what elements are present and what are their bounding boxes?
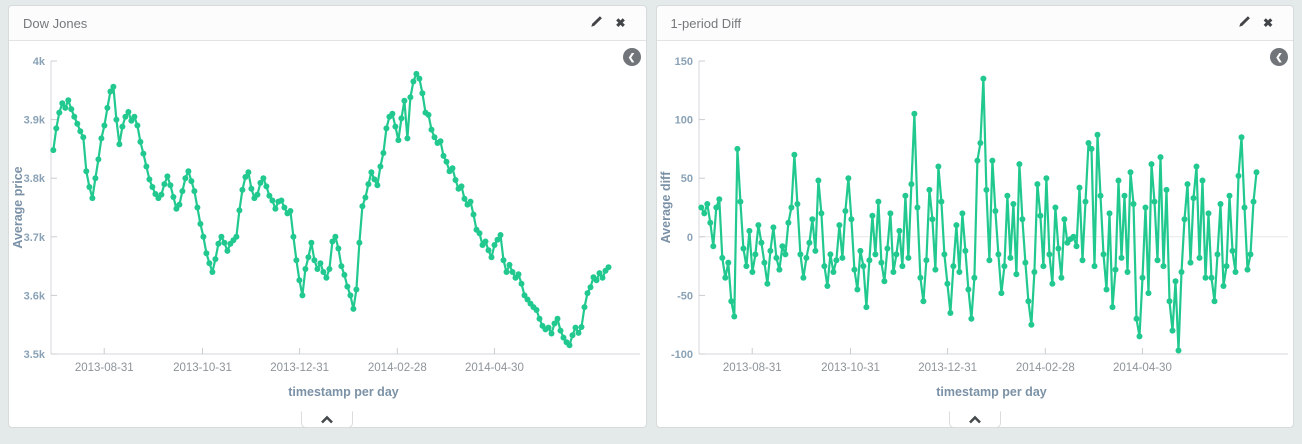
svg-text:-50: -50 [677,290,693,302]
svg-text:3.9k: 3.9k [24,115,46,127]
svg-text:Average diff: Average diff [659,171,673,244]
panel-title: 1-period Diff [670,15,742,31]
price-chart-area: 4k 3.9k 3.8k 3.7k 3.6k 3.5k 2013-08-31 2013-10-… [9,41,646,426]
svg-text:2013-10-31: 2013-10-31 [821,362,880,374]
pencil-icon [1237,15,1251,32]
svg-text:2013-12-31: 2013-12-31 [918,362,977,374]
svg-text:timestamp per day: timestamp per day [936,385,1047,399]
svg-text:2013-08-31: 2013-08-31 [722,362,781,374]
panel-title: Dow Jones [23,15,88,31]
svg-text:3.8k: 3.8k [24,173,46,185]
svg-text:150: 150 [674,56,692,68]
svg-text:2013-10-31: 2013-10-31 [173,362,232,374]
panel-1-period-diff: 1-period Diff ✖ 150 100 50 0 -50 -100 2013-08-… [655,5,1294,428]
collapse-panel-button[interactable] [948,411,1001,428]
close-icon: ✖ [1262,16,1273,30]
price-line-chart: 4k 3.9k 3.8k 3.7k 3.6k 3.5k 2013-08-31 2013-10-… [11,56,640,399]
panel-header: Dow Jones ✖ [9,6,646,41]
panel-dow-jones: Dow Jones ✖ 4k 3.9k 3.8k 3.7k 3.6k 3.5k 2013-0… [8,5,647,428]
dashboard: Dow Jones ✖ 4k 3.9k 3.8k 3.7k 3.6k 3.5k 2013-0… [8,5,1294,428]
close-button[interactable]: ✖ [1257,14,1279,32]
svg-text:timestamp per day: timestamp per day [288,385,399,399]
svg-text:2014-04-30: 2014-04-30 [465,362,524,374]
svg-text:4k: 4k [33,56,46,68]
edit-button[interactable] [583,13,609,34]
svg-text:-100: -100 [670,349,692,361]
legend-toggle-button[interactable]: ❮ [622,48,641,66]
diff-line-chart: 150 100 50 0 -50 -100 2013-08-31 2013-10-31 2013… [659,56,1288,399]
svg-text:0: 0 [686,232,692,244]
pencil-icon [589,15,603,32]
collapse-panel-button[interactable] [301,411,354,428]
edit-button[interactable] [1231,13,1257,34]
svg-text:2014-04-30: 2014-04-30 [1113,362,1172,374]
panel-header: 1-period Diff ✖ [656,6,1293,41]
svg-text:2013-08-31: 2013-08-31 [75,362,134,374]
svg-text:50: 50 [680,173,692,185]
svg-text:2013-12-31: 2013-12-31 [270,362,329,374]
chevron-up-icon [968,412,982,427]
legend-toggle-button[interactable]: ❮ [1270,48,1288,66]
svg-text:3.6k: 3.6k [24,290,46,302]
chevron-up-icon [320,412,334,427]
close-button[interactable]: ✖ [609,14,631,32]
diff-chart-area: 150 100 50 0 -50 -100 2013-08-31 2013-10-31 2013… [657,41,1294,426]
svg-text:3.7k: 3.7k [24,232,46,244]
svg-text:2014-02-28: 2014-02-28 [368,362,427,374]
close-icon: ✖ [615,16,626,30]
arrow-left-icon: ❮ [627,51,636,62]
arrow-left-icon: ❮ [1275,51,1283,62]
svg-text:2014-02-28: 2014-02-28 [1015,362,1074,374]
svg-text:3.5k: 3.5k [24,349,46,361]
svg-text:Average price: Average price [11,166,25,248]
svg-text:100: 100 [674,115,692,127]
